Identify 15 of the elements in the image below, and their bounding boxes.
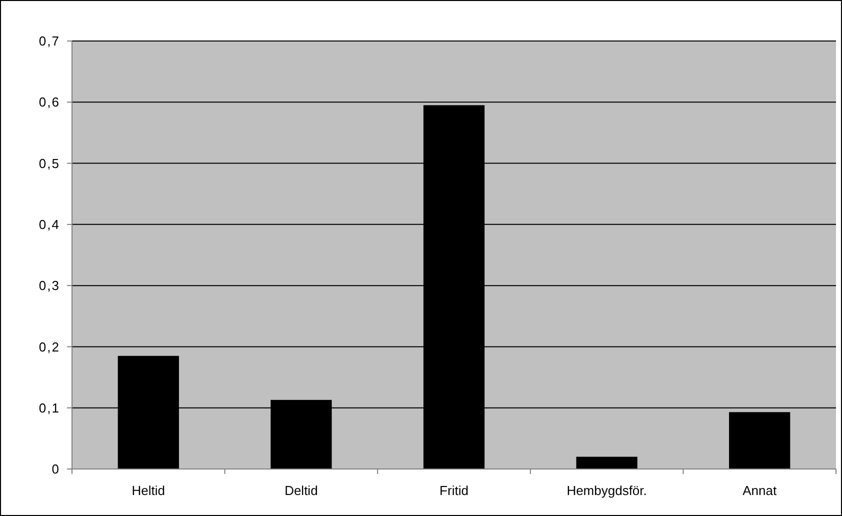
- y-tick-label: 0,2: [38, 339, 60, 354]
- y-tick-label: 0,7: [38, 34, 60, 49]
- y-tick-label: 0,6: [38, 94, 60, 110]
- x-tick-label: Annat: [742, 483, 777, 498]
- x-tick-label: Heltid: [132, 483, 166, 498]
- bar: [576, 456, 638, 469]
- y-tick-label: 0,5: [38, 156, 60, 171]
- y-tick-label: 0,1: [38, 400, 60, 416]
- y-tick-label: 0,4: [38, 216, 60, 232]
- y-tick-label: 0: [52, 462, 60, 477]
- bar: [729, 412, 790, 469]
- x-tick-label: Deltid: [284, 483, 318, 498]
- y-tick-label: 0,3: [38, 278, 60, 294]
- x-tick-label: Hembygdsför.: [566, 483, 647, 498]
- x-tick-label: Fritid: [440, 483, 468, 498]
